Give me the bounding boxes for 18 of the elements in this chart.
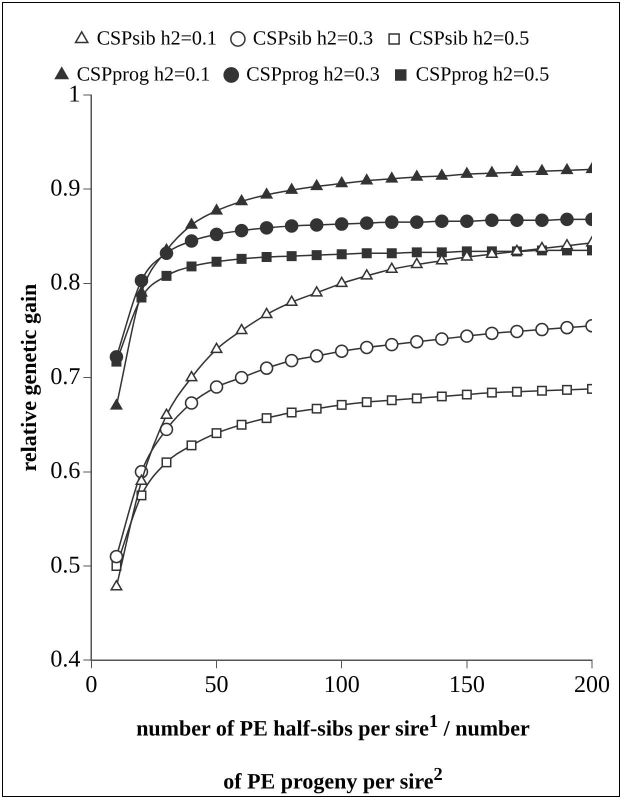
y-tick-label: 0.8 (50, 270, 80, 296)
legend-label: CSPprog h2=0.5 (416, 63, 550, 86)
legend-label: CSPsib h2=0.1 (96, 27, 217, 50)
y-tick-label: 0.6 (50, 458, 80, 484)
x-tick-label: 100 (324, 672, 360, 698)
x-tick-label: 0 (85, 672, 98, 698)
y-axis-title: relative genetic gain (16, 284, 41, 472)
legend-label: CSPsib h2=0.5 (409, 27, 530, 50)
x-tick-label: 150 (448, 672, 485, 698)
y-tick-label: 0.9 (50, 175, 80, 202)
x-tick-label: 50 (204, 672, 229, 698)
y-tick-label: 0.4 (50, 646, 80, 672)
y-tick-label: 0.5 (50, 552, 80, 578)
x-tick-label: 200 (574, 672, 610, 698)
legend-label: CSPprog h2=0.3 (246, 63, 380, 86)
text: number of PE half-sibs per sire$^{1}$ / number of PE progeny per sire$^{2}$ (136, 711, 530, 794)
legend-label: CSPsib h2=0.3 (252, 27, 374, 50)
y-tick-label: 0.7 (50, 364, 80, 390)
